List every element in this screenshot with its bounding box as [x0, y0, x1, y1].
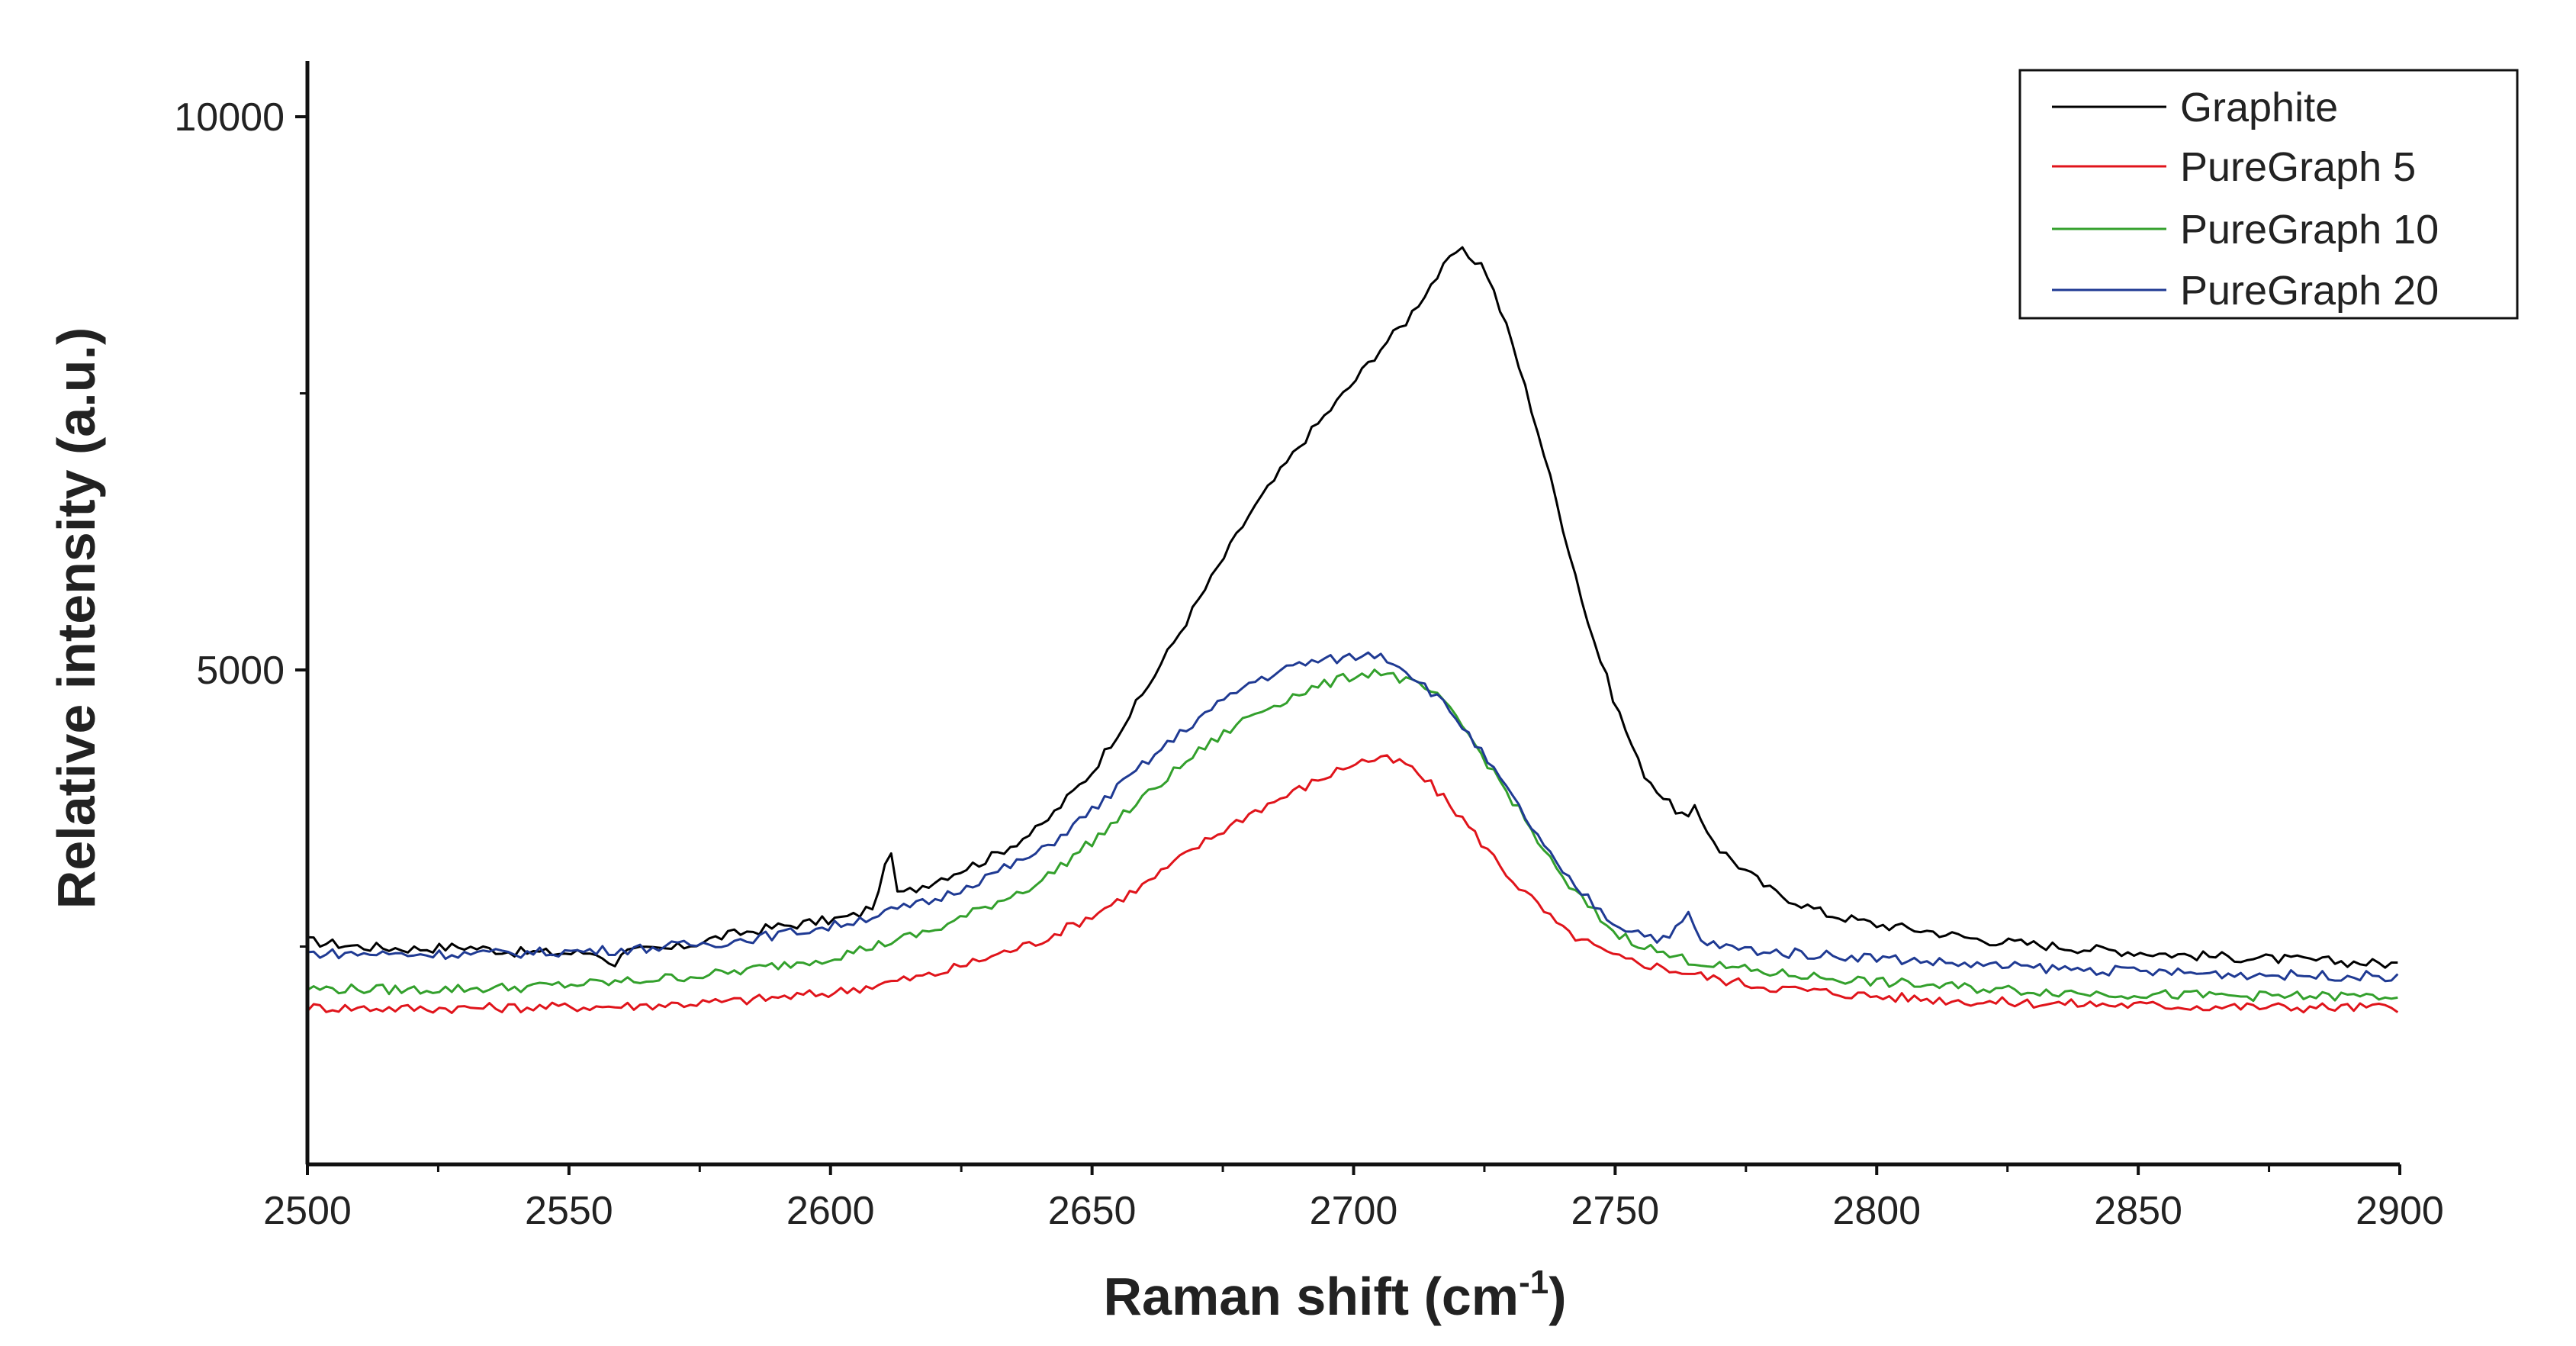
legend: Graphite PureGraph 5 PureGraph 10 PureGraph…	[2018, 69, 2519, 320]
x-ticks: 2500 2550 2600 2650 2700 2750 2800 2850 2900	[263, 1164, 2444, 1233]
x-tick-label: 2500	[263, 1189, 352, 1233]
y-axis-title: Relative intensity (a.u.)	[47, 327, 106, 909]
y-tick-label: 10000	[174, 95, 285, 140]
series-line-puregraph-5	[306, 754, 2399, 1014]
x-tick-label: 2700	[1310, 1189, 1398, 1233]
series-line-puregraph-20	[307, 651, 2399, 983]
legend-label: PureGraph 20	[2180, 268, 2439, 314]
legend-label: PureGraph 10	[2180, 207, 2439, 253]
x-tick-label: 2800	[1832, 1189, 1921, 1233]
x-tick-label: 2550	[525, 1189, 613, 1233]
series-layer	[306, 246, 2399, 1014]
legend-label: PureGraph 5	[2180, 144, 2416, 190]
x-tick-label: 2850	[2094, 1189, 2182, 1233]
x-tick-label: 2650	[1048, 1189, 1137, 1233]
y-ticks: 5000 10000	[174, 95, 307, 948]
y-tick-label: 5000	[196, 649, 285, 693]
series-line-graphite	[307, 246, 2398, 969]
series-line-puregraph-10	[307, 668, 2398, 1003]
x-axis-title: Raman shift (cm-1)	[1104, 1264, 1567, 1326]
legend-items: Graphite PureGraph 5 PureGraph 10 PureGraph…	[2052, 85, 2439, 314]
legend-label: Graphite	[2180, 85, 2338, 130]
x-tick-label: 2750	[1571, 1189, 1660, 1233]
x-tick-label: 2600	[786, 1189, 875, 1233]
legend-box	[2018, 69, 2519, 320]
x-tick-label: 2900	[2356, 1189, 2444, 1233]
